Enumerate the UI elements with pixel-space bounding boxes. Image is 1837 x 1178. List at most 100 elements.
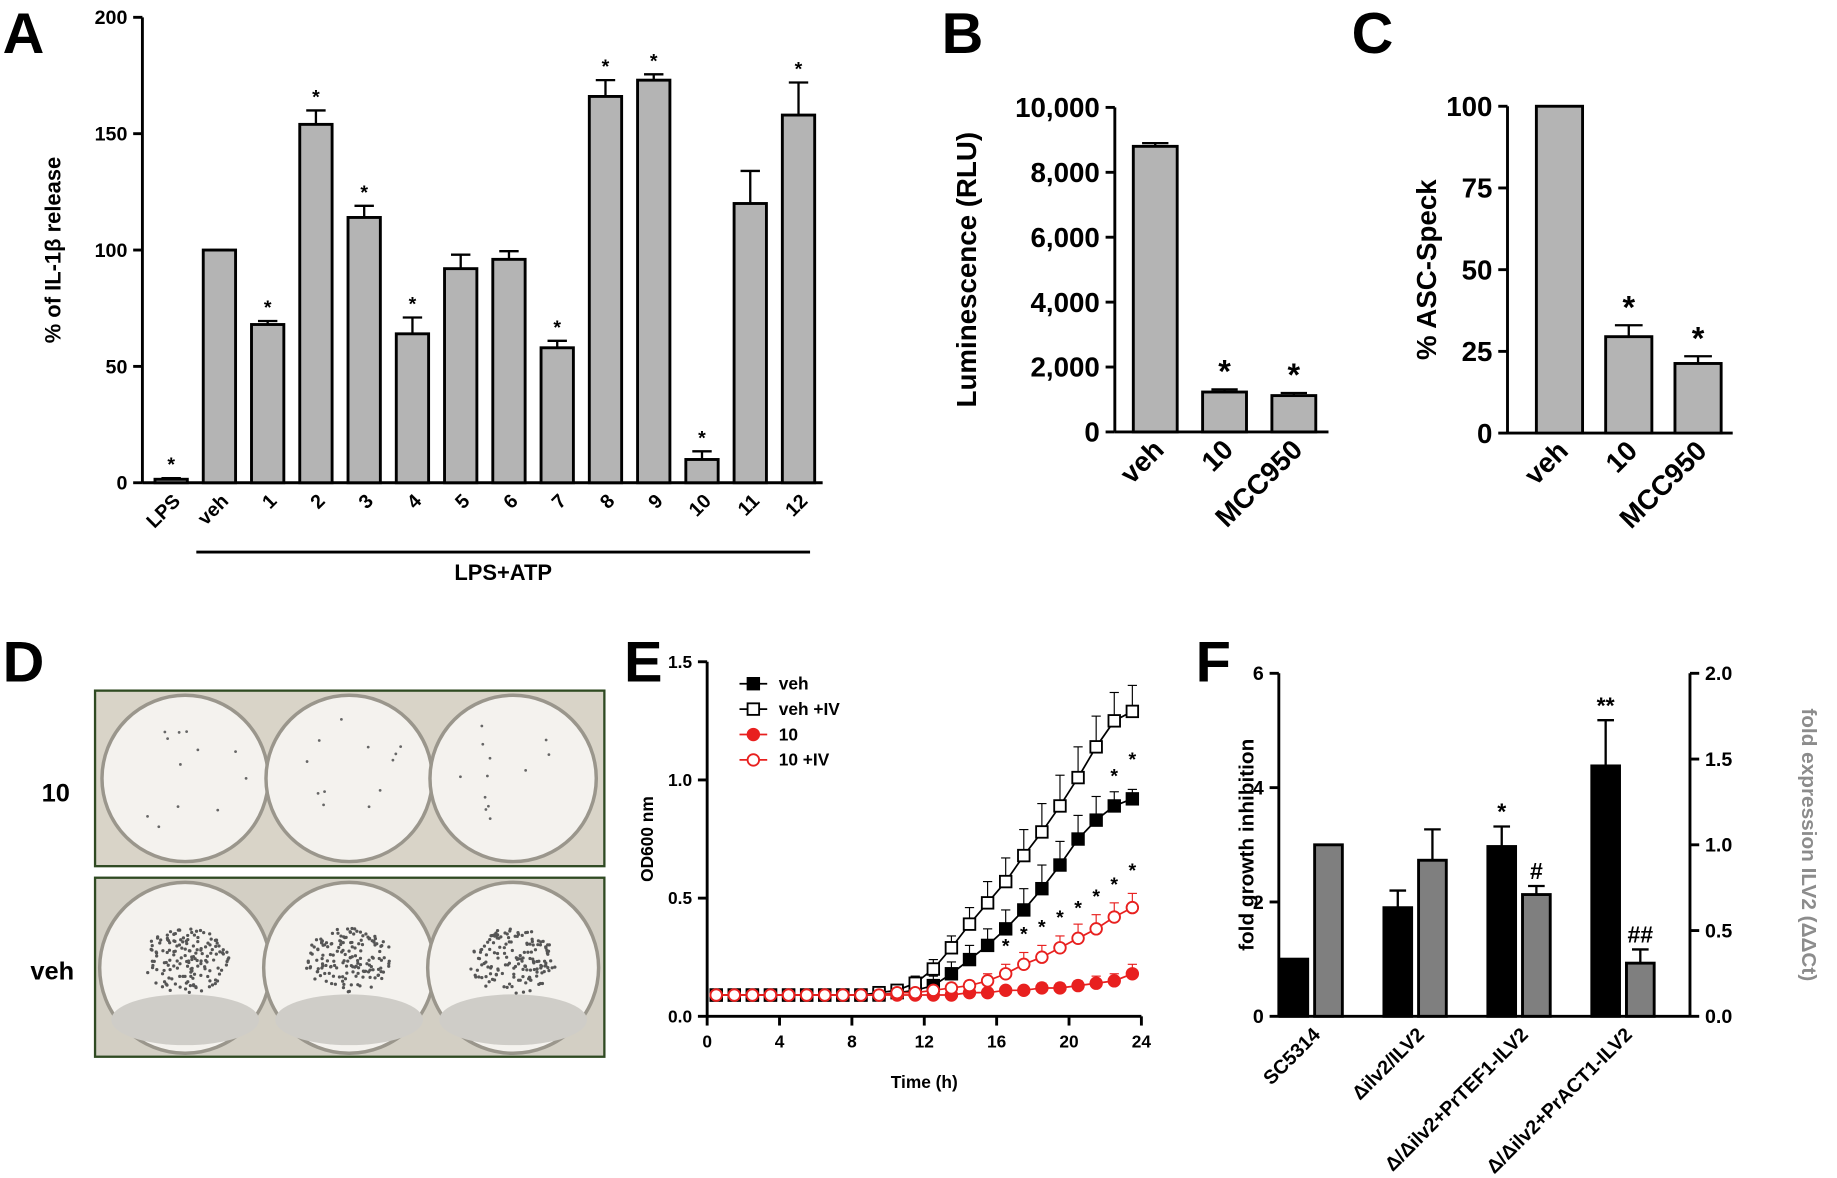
colony (166, 737, 169, 741)
colony (512, 975, 516, 979)
colony (361, 975, 365, 979)
marker (944, 981, 959, 995)
colony (505, 955, 509, 959)
error-bar (1142, 141, 1169, 147)
colony (160, 972, 165, 976)
marker (818, 988, 832, 1002)
colony (483, 795, 487, 799)
colony (504, 942, 508, 946)
colony (165, 936, 170, 940)
colony (160, 985, 165, 989)
well (100, 693, 271, 864)
colony (151, 963, 155, 968)
colony (345, 971, 349, 975)
colony (542, 959, 547, 963)
error-bar (692, 450, 712, 460)
colony (199, 962, 203, 966)
colony (544, 963, 548, 968)
colony (512, 972, 516, 976)
legend-marker (746, 677, 761, 691)
colony (516, 962, 521, 966)
significance: * (1692, 320, 1705, 356)
x-tick-label: veh (1518, 435, 1574, 491)
significance: * (1288, 357, 1301, 393)
colony (335, 949, 339, 953)
colony (536, 943, 540, 947)
colony (542, 970, 546, 974)
error-bar (1597, 719, 1614, 766)
significance: * (167, 454, 175, 476)
colony (173, 949, 177, 953)
colony (189, 974, 193, 978)
colony (325, 959, 330, 963)
colony (547, 969, 551, 973)
marker (1107, 910, 1121, 924)
y2-axis-label: fold expression ILV2 (ΔΔCt) (1797, 708, 1820, 981)
annotation: * (1056, 907, 1064, 929)
colony (480, 976, 484, 980)
error-bar (788, 81, 809, 116)
marker (980, 938, 995, 953)
marker (1053, 941, 1067, 955)
y-tick-label: 50 (1462, 254, 1493, 285)
bar (1313, 843, 1344, 1018)
colony (373, 976, 377, 980)
colony (172, 953, 176, 957)
colony (350, 945, 354, 949)
colony (495, 929, 500, 933)
marker (1035, 950, 1049, 964)
colony (221, 948, 225, 952)
bar (153, 477, 189, 485)
marker (962, 952, 977, 967)
colony (152, 959, 156, 963)
colony (340, 979, 345, 983)
colony (224, 963, 229, 967)
colony (165, 950, 169, 955)
colony (484, 953, 489, 957)
colony (306, 960, 310, 964)
colony (183, 947, 187, 951)
colony (340, 950, 344, 954)
x-tick-label: 11 (734, 490, 764, 520)
colony (188, 949, 192, 953)
colony (521, 974, 525, 979)
well (264, 693, 435, 864)
colony (220, 951, 225, 955)
colony (371, 968, 375, 972)
colony (185, 964, 190, 968)
colony (502, 985, 506, 989)
marker (854, 988, 868, 1002)
annotation: * (1074, 898, 1082, 920)
colony (525, 942, 529, 947)
marker (799, 988, 814, 1002)
marker (1089, 976, 1103, 990)
colony (508, 929, 512, 933)
colony (492, 978, 497, 982)
colony (522, 950, 526, 954)
colony (387, 964, 391, 968)
colony (553, 965, 557, 969)
colony (506, 963, 510, 967)
colony (370, 939, 374, 943)
marker (962, 978, 977, 993)
y-axis-label: Luminescence (RLU) (951, 132, 982, 408)
colony (181, 936, 186, 940)
marker (763, 988, 778, 1002)
colony (158, 941, 162, 945)
y-tick-label: 0.0 (1705, 1006, 1732, 1028)
colony (312, 945, 316, 949)
colony (332, 963, 337, 968)
marker (745, 988, 760, 1002)
y-tick-label: 2.0 (1705, 663, 1732, 685)
colony (529, 950, 533, 954)
colony (165, 983, 169, 987)
colony (183, 987, 188, 991)
marker (1017, 983, 1031, 998)
colony (546, 966, 550, 970)
colony (532, 961, 536, 965)
colony (544, 945, 548, 949)
colony (379, 969, 383, 974)
colony (516, 978, 521, 982)
colony (523, 964, 527, 968)
y-tick-label: 100 (1446, 91, 1492, 122)
